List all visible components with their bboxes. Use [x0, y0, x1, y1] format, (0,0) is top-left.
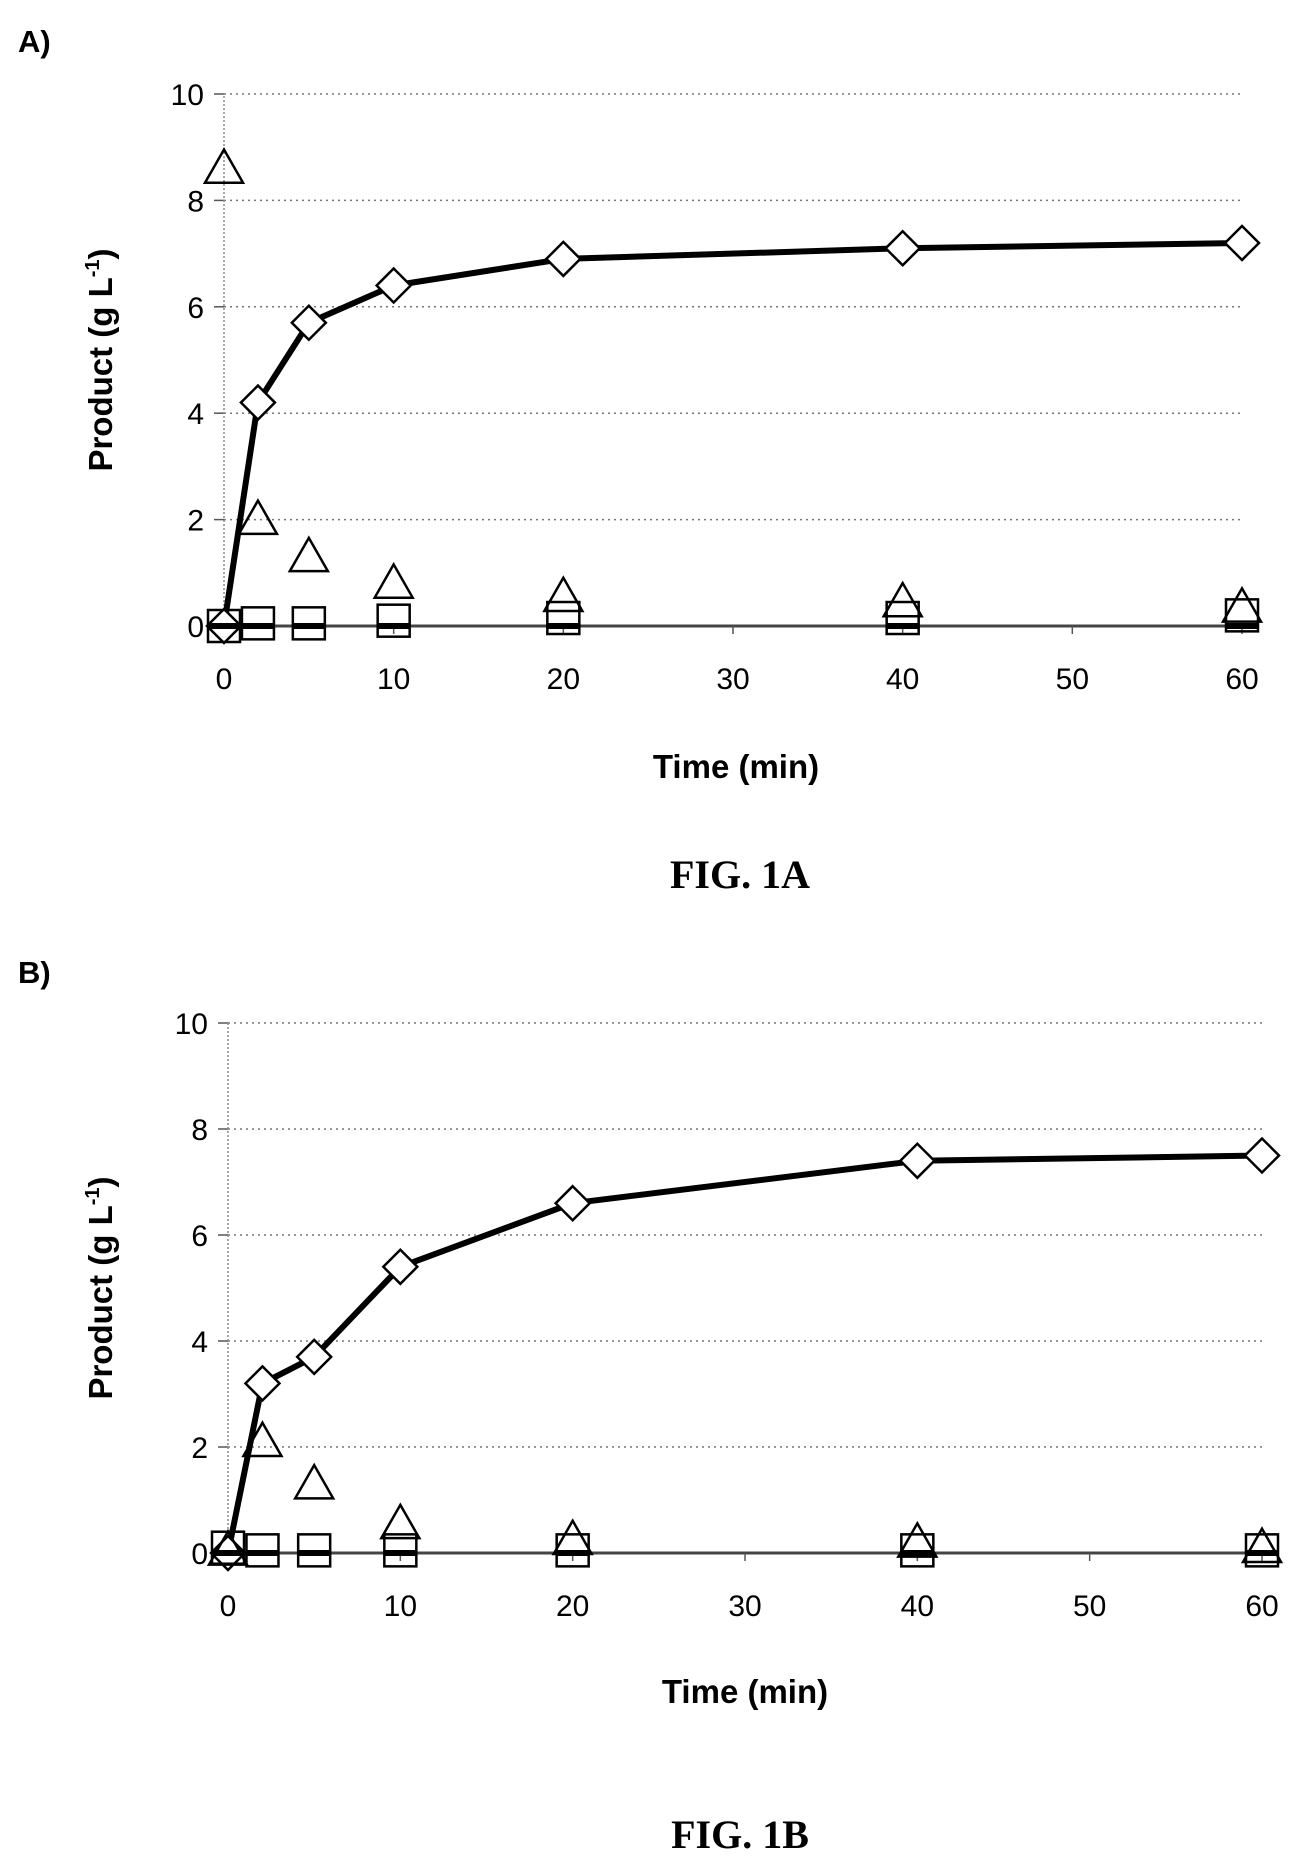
x-tick-label: 50: [1056, 663, 1089, 696]
x-tick-label: 50: [1073, 1590, 1106, 1623]
x-tick-label: 60: [1225, 663, 1258, 696]
diamond-marker: [883, 229, 922, 268]
series-square: [210, 1530, 1280, 1568]
x-tick-label: 30: [716, 663, 749, 696]
y-tick-label: 6: [191, 1220, 208, 1253]
y-tick-label: 4: [187, 398, 204, 431]
y-axis-label-superscript: -1: [82, 259, 104, 277]
triangle-marker: [542, 575, 585, 613]
triangle-marker: [293, 1462, 336, 1500]
x-tick-label: 10: [384, 1590, 417, 1623]
triangle-marker: [241, 1420, 284, 1458]
diamond-marker: [544, 240, 583, 278]
y-tick-label: 10: [171, 79, 204, 112]
y-tick-label: 6: [187, 292, 204, 325]
series-diamond: [205, 224, 1261, 645]
panel-label: B): [18, 955, 51, 990]
chart-panel-a: A) 0 2 4 6 8 10 0 10 20 30 40 50 60 Time (min) Product …: [18, 24, 1264, 897]
x-tick-label: 40: [901, 1590, 934, 1623]
figure-caption: FIG. 1A: [670, 852, 810, 897]
diamond-marker: [374, 266, 413, 305]
y-axis-label-main: Product (g L: [82, 1205, 119, 1399]
diamond-marker: [290, 303, 328, 342]
y-tick-label: 0: [191, 1538, 208, 1571]
triangle-marker: [1220, 585, 1264, 623]
y-tick-label: 4: [191, 1326, 208, 1359]
series-triangle: [202, 146, 1264, 623]
diamond-marker: [381, 1248, 420, 1286]
x-tick-label: 10: [377, 663, 410, 696]
chart-panel-b: B) 0 2 4 6 8 10 0 10 20 30 40 50 60 Time (min) Product …: [18, 955, 1284, 1857]
y-tick-label: 2: [191, 1432, 208, 1465]
diamond-marker: [1243, 1136, 1281, 1175]
figure-caption: FIG. 1B: [671, 1812, 809, 1857]
triangle-marker: [896, 1520, 939, 1558]
diamond-marker: [553, 1184, 592, 1222]
x-axis-label: Time (min): [653, 748, 819, 785]
y-axis-label-superscript: -1: [82, 1187, 104, 1205]
square-marker: [1224, 598, 1260, 633]
panel-label: A): [18, 24, 51, 59]
triangle-marker: [287, 535, 330, 573]
y-tick-label: 2: [187, 505, 204, 538]
y-tick-label: 10: [175, 1008, 208, 1041]
square-marker: [210, 1530, 246, 1565]
triangle-marker: [372, 561, 415, 599]
series-diamond: [209, 1136, 1281, 1572]
y-axis-label-end: ): [82, 1176, 119, 1187]
x-tick-label: 0: [220, 1590, 237, 1623]
series-line: [225, 1152, 1263, 1554]
diamond-marker: [1223, 224, 1261, 262]
triangle-marker: [881, 580, 924, 618]
triangle-marker: [1240, 1526, 1284, 1564]
y-tick-label: 0: [187, 611, 204, 644]
square-marker: [546, 600, 581, 636]
x-tick-label: 60: [1245, 1590, 1278, 1623]
triangle-marker: [379, 1502, 422, 1540]
triangle-marker: [551, 1518, 594, 1556]
diamond-marker: [295, 1338, 333, 1376]
diamond-marker: [243, 1364, 282, 1403]
square-marker: [376, 603, 411, 638]
triangle-marker: [236, 498, 280, 536]
x-tick-label: 20: [556, 1590, 589, 1623]
y-tick-label: 8: [187, 185, 204, 218]
diamond-marker: [239, 383, 277, 422]
x-axis-label: Time (min): [662, 1673, 828, 1710]
diamond-marker: [898, 1142, 937, 1180]
square-marker: [885, 600, 920, 636]
x-tick-label: 30: [728, 1590, 761, 1623]
x-tick-label: 20: [547, 663, 580, 696]
series-square: [206, 598, 1260, 644]
triangle-marker: [202, 146, 246, 184]
series-line: [221, 239, 1243, 627]
y-axis-label-main: Product (g L: [82, 277, 119, 471]
y-tick-label: 8: [191, 1114, 208, 1147]
x-tick-label: 40: [886, 663, 919, 696]
x-tick-label: 0: [216, 663, 233, 696]
series-triangle: [206, 1420, 1284, 1566]
y-axis-label: Product (g L-1): [82, 1176, 119, 1399]
y-axis-label-end: ): [82, 248, 119, 259]
y-axis-label: Product (g L-1): [82, 248, 119, 471]
